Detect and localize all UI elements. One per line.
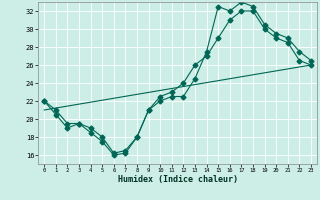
X-axis label: Humidex (Indice chaleur): Humidex (Indice chaleur): [118, 175, 238, 184]
